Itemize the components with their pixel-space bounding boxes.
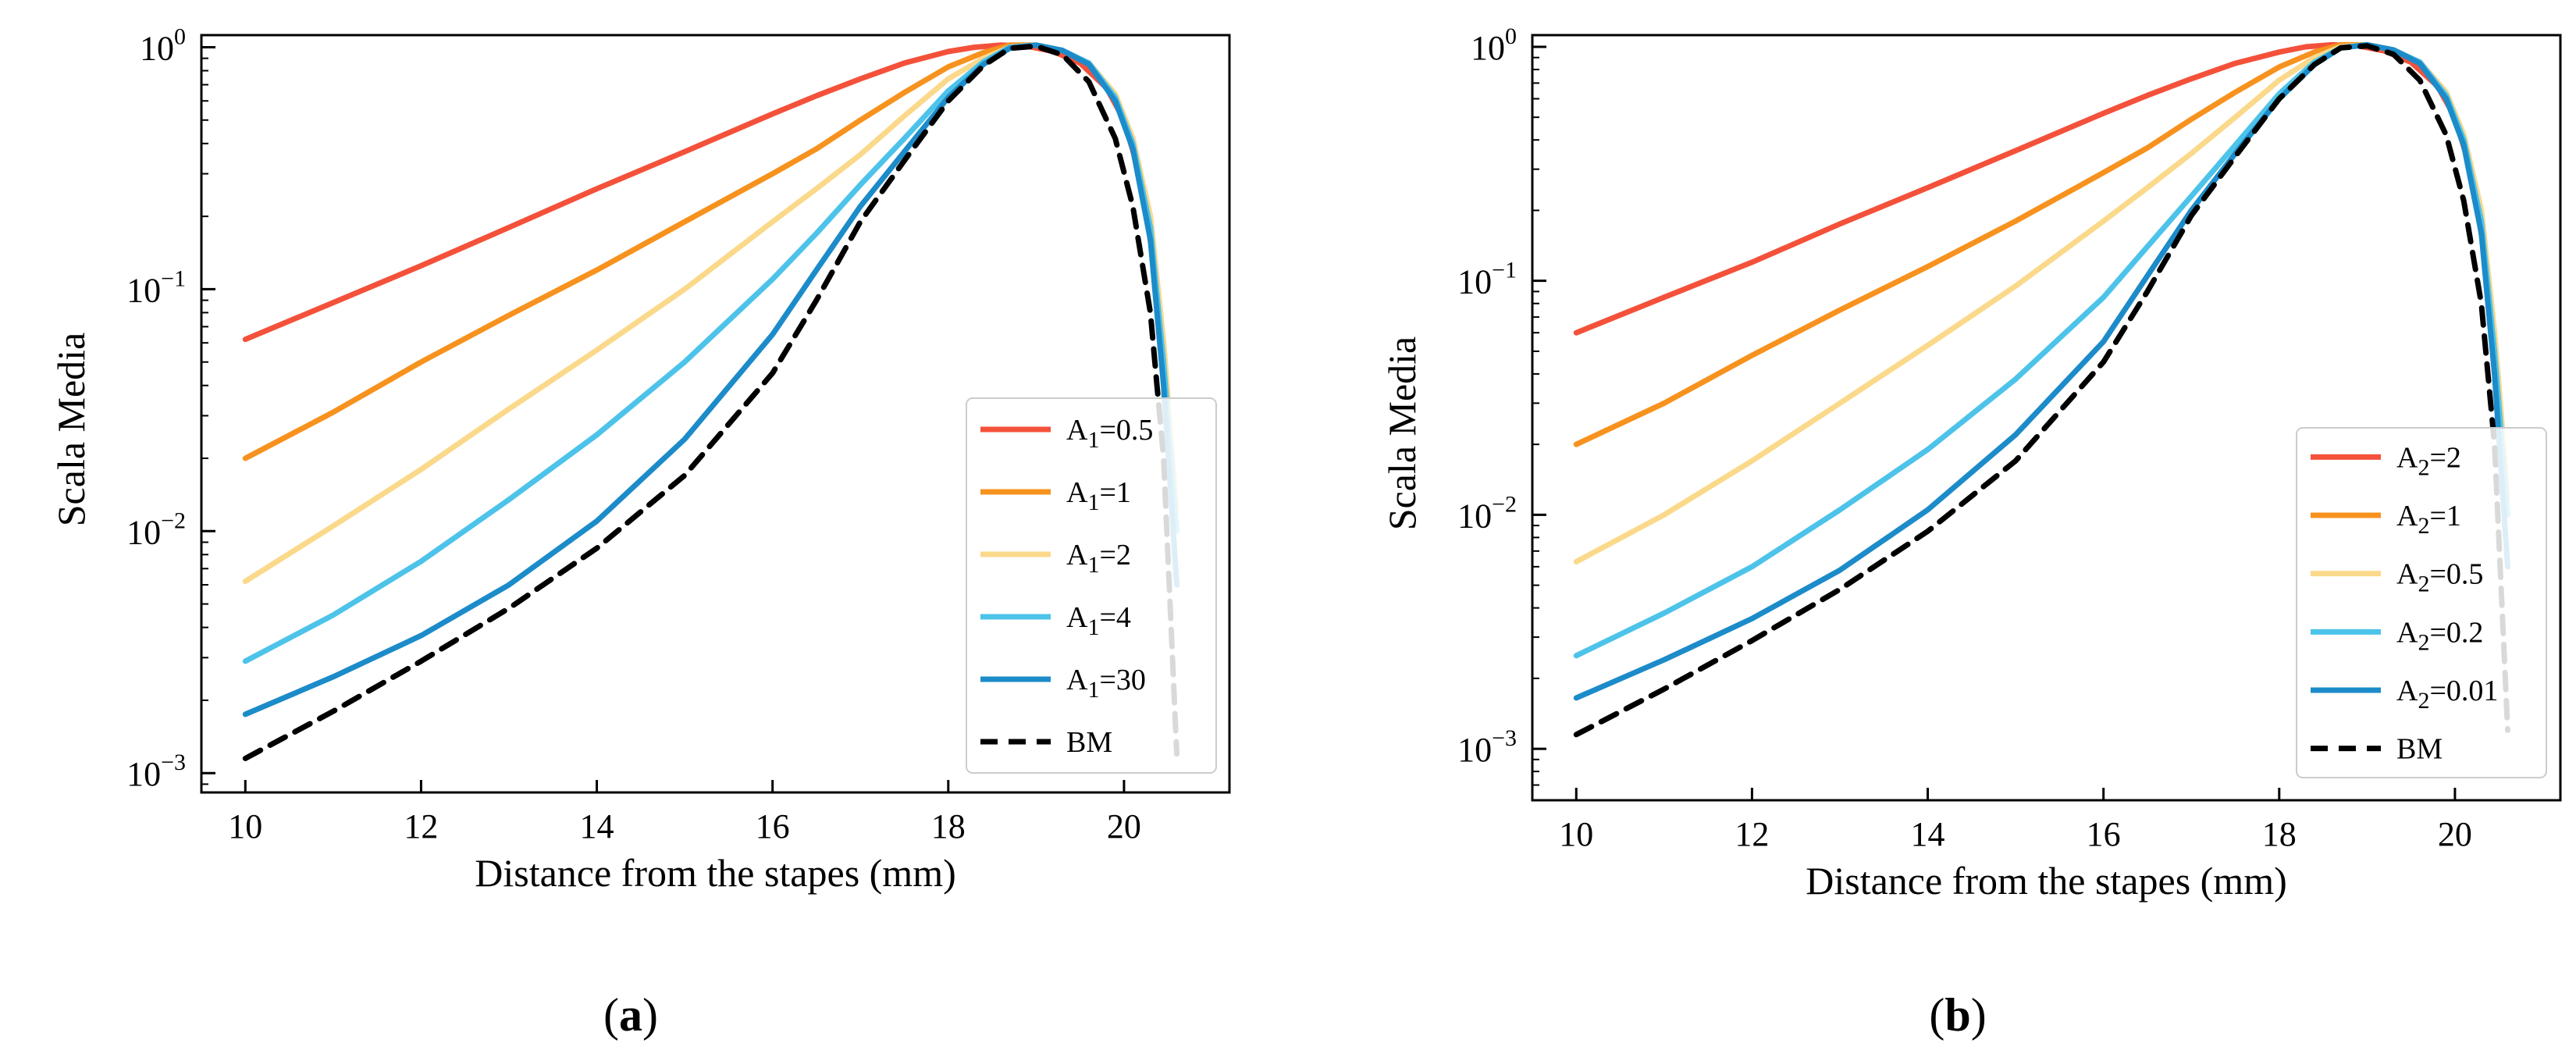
x-tick-label: 12 <box>404 807 438 846</box>
legend-label-0: A2=2 <box>2396 441 2461 480</box>
legend-label-0: A1=0.5 <box>1066 414 1153 453</box>
series-line-0 <box>1573 41 2507 447</box>
x-tick-label: 16 <box>2087 815 2121 853</box>
y-tick-label: 10−1 <box>1457 258 1517 301</box>
series-line-5 <box>1573 43 2510 738</box>
y-tick-label: 10−2 <box>1457 491 1517 535</box>
legend-box <box>966 397 1217 774</box>
y-tick-label: 10−2 <box>126 507 186 551</box>
x-tick-label: 18 <box>931 807 966 846</box>
x-tick-label: 10 <box>228 807 262 846</box>
panel-label: (a) <box>603 989 658 1041</box>
legend-label-2: A2=0.5 <box>2396 558 2483 597</box>
legend-label-2: A1=2 <box>1066 539 1131 578</box>
legend-label-5: BM <box>2396 733 2443 766</box>
chart-panel-a: 10 12 14 16 18 20 100 10−1 10−2 10−3 Distance from… <box>49 23 1231 1041</box>
legend-label-5: BM <box>1066 726 1112 759</box>
x-tick-label: 14 <box>580 807 614 846</box>
plot-frame <box>200 34 1231 794</box>
y-axis-label: Scala Media <box>1380 336 1424 531</box>
legend-label-3: A1=4 <box>1066 601 1131 640</box>
x-tick-label: 16 <box>756 807 790 846</box>
y-tick-label: 10−3 <box>126 750 186 793</box>
y-tick-label: 100 <box>140 23 186 67</box>
y-tick-label: 100 <box>1471 23 1517 67</box>
legend-label-4: A2=0.01 <box>2396 675 2498 714</box>
y-axis-label: Scala Media <box>49 333 93 527</box>
series-group <box>242 42 1179 761</box>
legend-label-1: A1=1 <box>1066 476 1131 515</box>
panel-label: (b) <box>1929 989 1986 1041</box>
legend-label-1: A2=1 <box>2396 500 2461 539</box>
series-group <box>1573 41 2510 738</box>
x-tick-label: 12 <box>1735 815 1769 853</box>
x-tick-label: 20 <box>2438 815 2472 853</box>
plot-frame <box>1531 34 2562 802</box>
y-tick-label: 10−1 <box>126 265 186 309</box>
legend-label-4: A1=30 <box>1066 664 1146 703</box>
legend-label-3: A2=0.2 <box>2396 616 2483 655</box>
series-line-0 <box>242 42 1176 461</box>
x-tick-label: 14 <box>1911 815 1945 853</box>
x-tick-label: 10 <box>1559 815 1593 853</box>
x-tick-label: 18 <box>2262 815 2297 853</box>
x-axis-label: Distance from the stapes (mm) <box>475 851 955 895</box>
y-tick-label: 10−3 <box>1457 725 1517 769</box>
x-axis-label: Distance from the stapes (mm) <box>1806 859 2286 903</box>
chart-panel-b: 10 12 14 16 18 20 100 10−1 10−2 10−3 Distance from… <box>1380 23 2562 1041</box>
x-tick-label: 20 <box>1107 807 1141 846</box>
series-line-5 <box>242 43 1179 761</box>
